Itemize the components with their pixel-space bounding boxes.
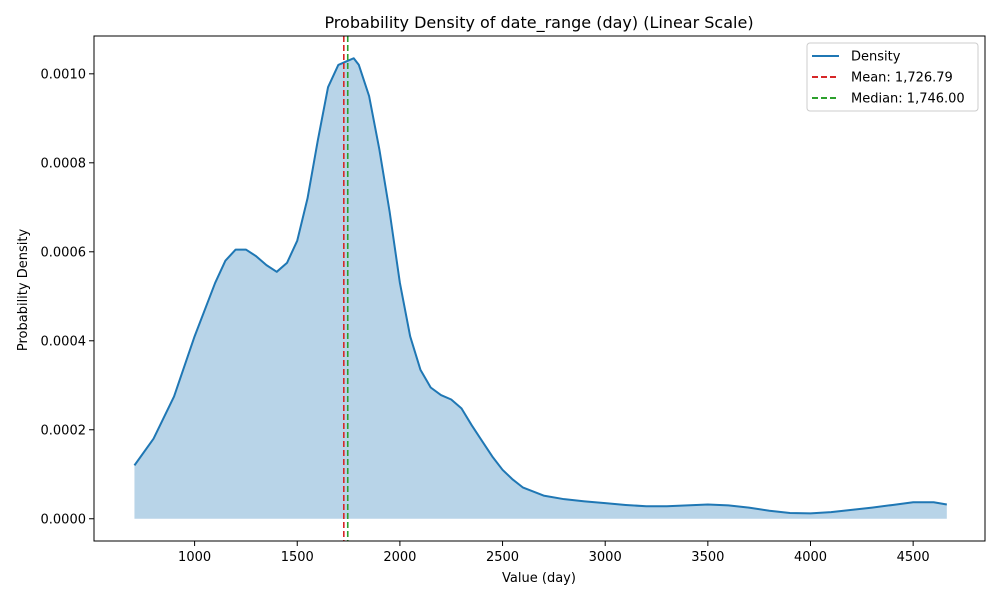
density-area-fill [134, 58, 947, 519]
y-tick-label: 0.0008 [41, 156, 87, 171]
legend-entry-density-label: Density [851, 50, 901, 65]
x-tick-label: 3000 [589, 550, 622, 565]
x-tick-label: 4500 [897, 550, 930, 565]
x-tick-label: 2000 [383, 550, 416, 565]
y-tick-label: 0.0004 [41, 334, 87, 349]
y-tick-label: 0.0002 [41, 423, 87, 438]
plot-area: 1000 1500 2000 2500 3000 3500 4000 4500 0.0000 0.… [41, 35, 986, 565]
x-tick-label: 4000 [794, 550, 827, 565]
y-tick-label: 0.0000 [41, 512, 87, 527]
y-tick-label: 0.0010 [41, 67, 87, 82]
x-tick-label: 2500 [486, 550, 519, 565]
plot-frame [93, 35, 986, 542]
y-axis-label: Probability Density [16, 229, 31, 352]
legend-box [806, 42, 979, 112]
y-tick-label: 0.0006 [41, 245, 87, 260]
legend-entry-mean-label: Mean: 1,726.79 [851, 71, 953, 86]
x-tick-label: 1000 [178, 550, 211, 565]
chart-title: Probability Density of date_range (day) … [324, 13, 753, 33]
density-line [133, 57, 947, 515]
x-tick-label: 1500 [281, 550, 314, 565]
x-tick-label: 3500 [691, 550, 724, 565]
x-axis-label: Value (day) [502, 571, 576, 586]
legend-entry-median-label: Median: 1,746.00 [851, 92, 965, 107]
legend: Density Mean: 1,726.79 Median: 1,746.00 [806, 42, 979, 112]
